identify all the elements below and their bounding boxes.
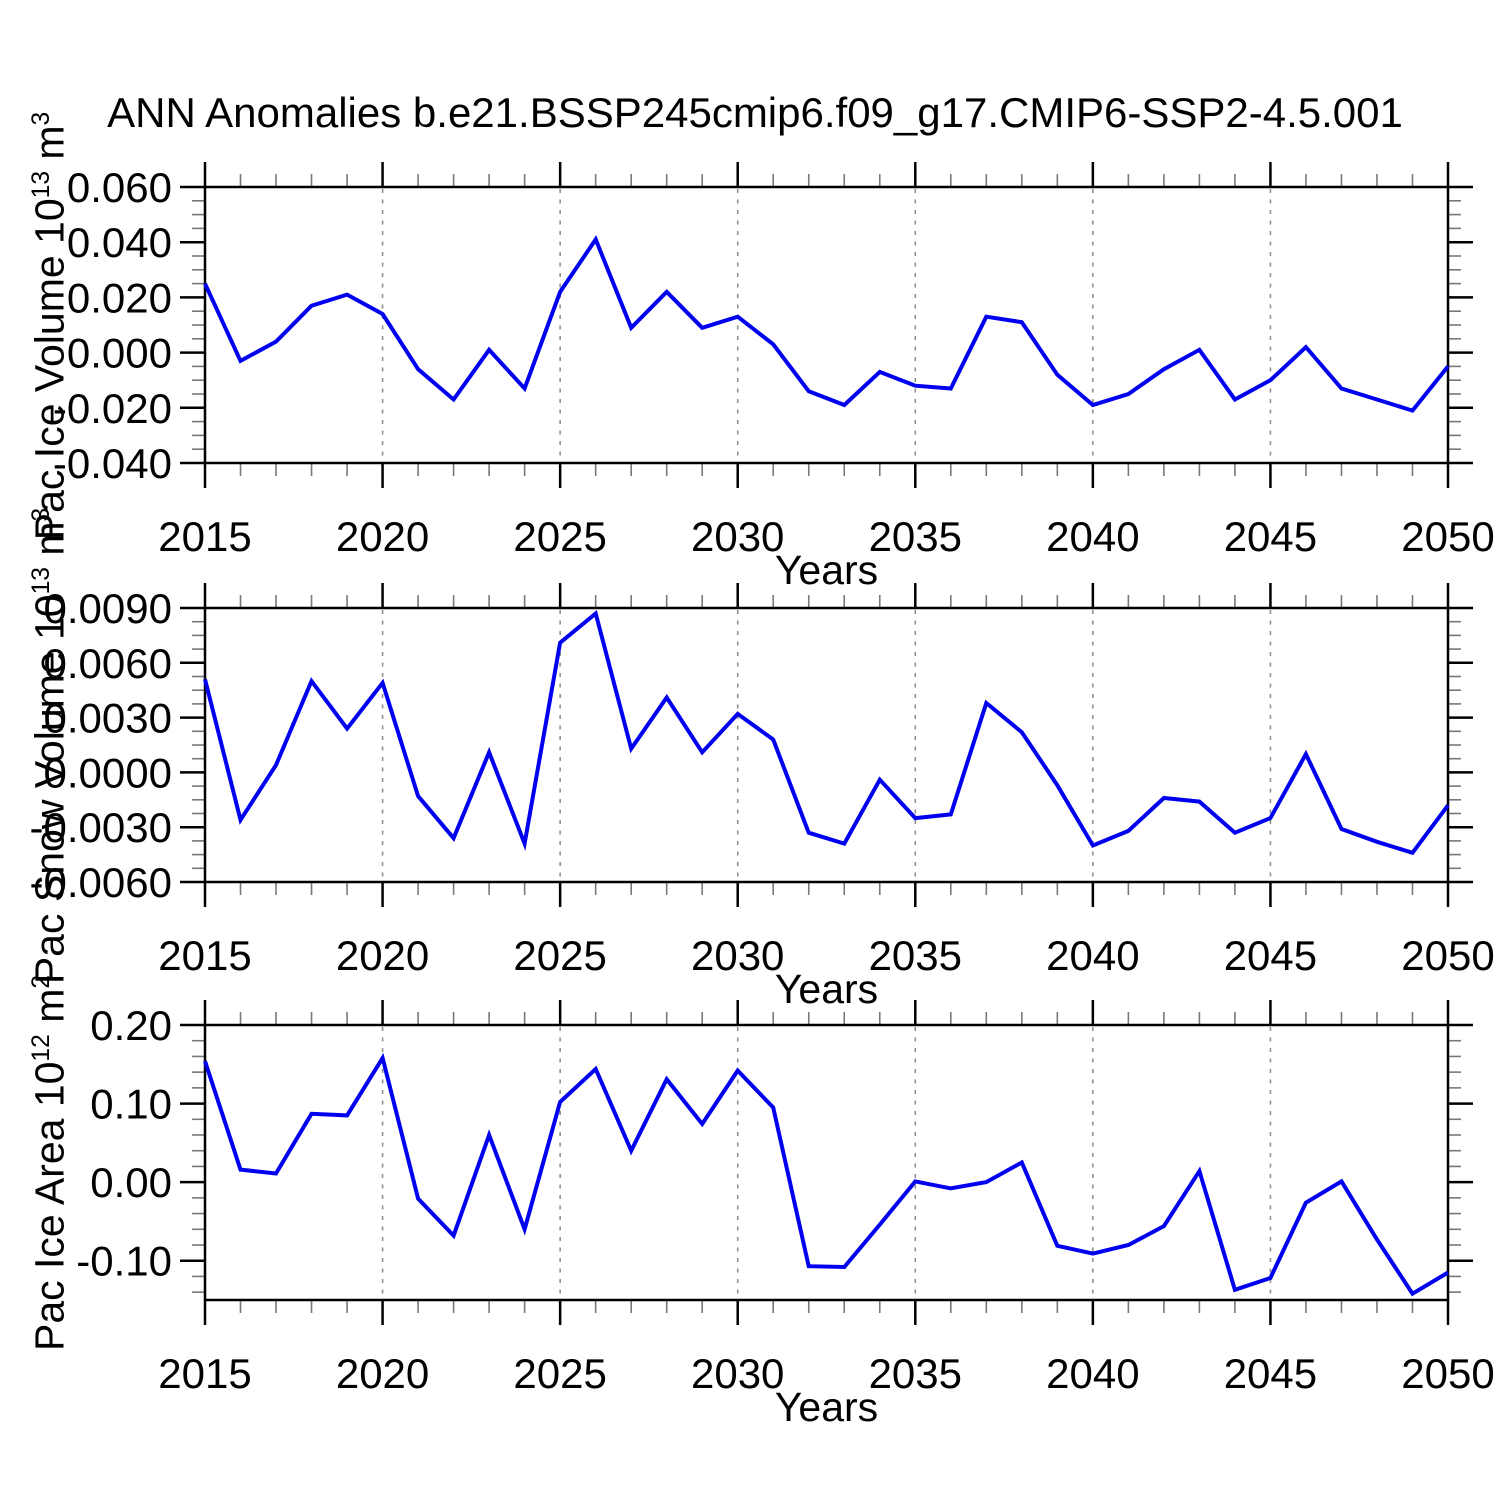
y-axis-title-exponent: 13 [28,567,55,595]
y-tick-label: 0.20 [90,1002,172,1049]
x-tick-label: 2035 [869,1350,962,1397]
x-tick-label: 2030 [691,1350,784,1397]
plot-frame [203,606,1450,884]
y-axis-title-exponent: 13 [28,171,55,199]
x-tick-label: 2045 [1224,1350,1317,1397]
x-axis-title-chart3: Years [774,1384,879,1430]
y-tick-label: 0.0000 [44,749,172,796]
y-tick-label: 0.000 [67,330,172,377]
y-tick-label: 0.10 [90,1081,172,1128]
x-tick-label: 2030 [691,513,784,560]
y-tick-label: -0.10 [76,1238,172,1285]
x-tick-label: 2015 [158,932,251,979]
y-tick-label: -0.040 [53,440,172,487]
y-tick-label: 0.0090 [44,585,172,632]
x-tick-label: 2025 [513,932,606,979]
y-axis-title-unit: m [26,125,73,171]
plot-frame [203,1023,1450,1302]
data-series-line-pac-ice-volume [203,235,1450,413]
y-axis-title-exponent: 12 [28,1034,55,1062]
y-tick-label: 0.0060 [44,640,172,687]
y-tick-label: 0.060 [67,164,172,211]
x-tick-label: 2025 [513,1350,606,1397]
x-tick-label: 2050 [1401,932,1494,979]
x-tick-label: 2040 [1046,513,1139,560]
y-axis-title-unit: m [26,521,73,568]
y-tick-label: -0.0060 [30,859,172,906]
x-tick-label: 2045 [1224,513,1317,560]
x-tick-label: 2050 [1401,513,1494,560]
x-tick-label: 2040 [1046,1350,1139,1397]
x-tick-label: 2025 [513,513,606,560]
y-tick-label: 0.020 [67,274,172,321]
y-tick-label: 0.00 [90,1159,172,1206]
y-axis-title-text: Pac Ice Area 10 [26,1061,73,1352]
y-axis-title-unit-exponent: 3 [28,507,55,522]
y-axis-title-unit-exponent: 2 [28,974,55,989]
y-axis-title-unit: m [26,988,73,1035]
x-tick-label: 2020 [336,1350,429,1397]
x-tick-label: 2035 [869,932,962,979]
x-tick-label: 2020 [336,513,429,560]
y-axis-title-unit-exponent: 3 [28,111,55,126]
plot-frame [203,185,1450,465]
y-tick-label: 0.040 [67,219,172,266]
y-tick-label: -0.020 [53,385,172,432]
y-tick-label: -0.0030 [30,804,172,851]
y-tick-label: 0.0030 [44,695,172,742]
x-tick-label: 2020 [336,932,429,979]
data-series-line-pac-snow-volume [203,609,1450,856]
figure-title: ANN Anomalies b.e21.BSSP245cmip6.f09_g17… [107,89,1403,136]
x-tick-label: 2030 [691,932,784,979]
y-axis-title-pac-ice-area: Pac Ice Area 1012 m2 [18,903,73,1423]
x-tick-label: 2050 [1401,1350,1494,1397]
x-tick-label: 2035 [869,513,962,560]
x-tick-label: 2015 [158,513,251,560]
x-axis-title-chart2: Years [774,966,879,1012]
x-tick-label: 2015 [158,1350,251,1397]
x-tick-label: 2045 [1224,932,1317,979]
x-axis-title-chart1: Years [774,547,879,593]
x-tick-label: 2040 [1046,932,1139,979]
data-series-line-pac-ice-area [203,1052,1450,1297]
